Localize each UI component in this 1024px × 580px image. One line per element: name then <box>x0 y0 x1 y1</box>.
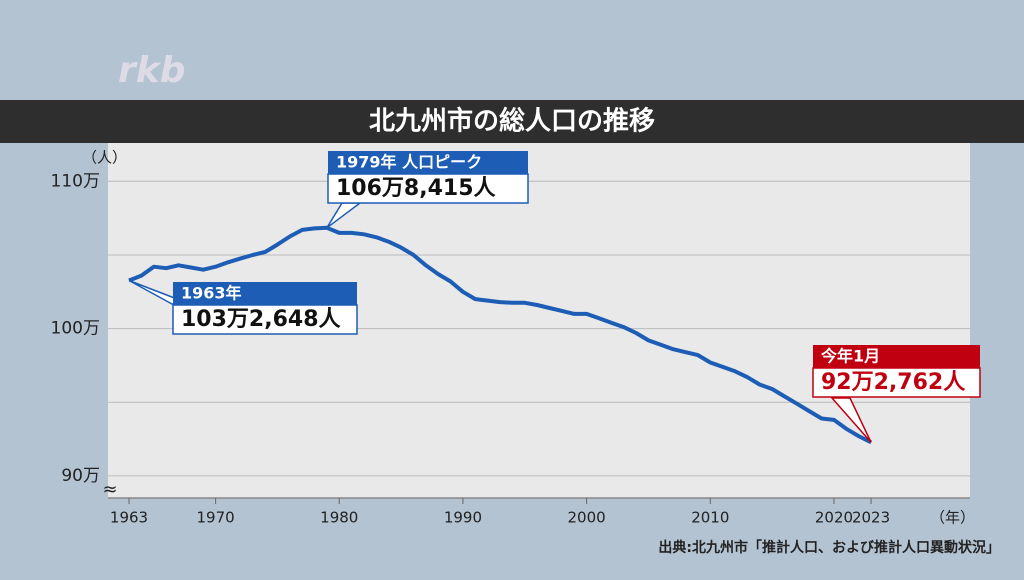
callout-value: 106万8,415人 <box>336 176 496 201</box>
callout-body <box>327 173 529 204</box>
x-tick-label: 1970 <box>197 509 235 527</box>
callout-label: 今年1月 <box>820 347 880 366</box>
x-tick-label: 1990 <box>444 509 482 527</box>
x-tick-label: 1963 <box>110 509 148 527</box>
callout-body <box>172 304 358 335</box>
callout-pointer <box>830 397 872 443</box>
logo: rkb <box>118 50 185 91</box>
callout-header <box>813 345 980 368</box>
x-tick-label: 2020 <box>815 509 853 527</box>
data-line <box>128 225 873 445</box>
y-tick-label: 110万 <box>51 171 100 191</box>
title-bar <box>0 100 1024 143</box>
y-tick-label: 90万 <box>61 466 100 486</box>
x-tick-label: 2000 <box>568 509 606 527</box>
axis-break: ≈ <box>102 479 117 500</box>
callout-header <box>328 151 528 174</box>
x-tick-label: 1980 <box>320 509 358 527</box>
callout-label: 1979年 人口ピーク <box>336 153 482 172</box>
x-tick-label: 2023 <box>852 509 890 527</box>
chart-title: 北九州市の総人口の推移 <box>369 106 655 137</box>
callout-header <box>173 282 357 305</box>
callout-label: 1963年 <box>181 284 242 303</box>
callout-value: 92万2,762人 <box>821 370 965 395</box>
x-unit: （年） <box>930 509 975 527</box>
x-tick-label: 2010 <box>691 509 729 527</box>
callout-body <box>812 367 981 398</box>
callout-value: 103万2,648人 <box>181 307 341 332</box>
source: 出典:北九州市「推計人口、および推計人口異動状況」 <box>658 539 1000 556</box>
y-tick-label: 100万 <box>51 319 100 339</box>
y-unit: （人） <box>82 149 127 167</box>
